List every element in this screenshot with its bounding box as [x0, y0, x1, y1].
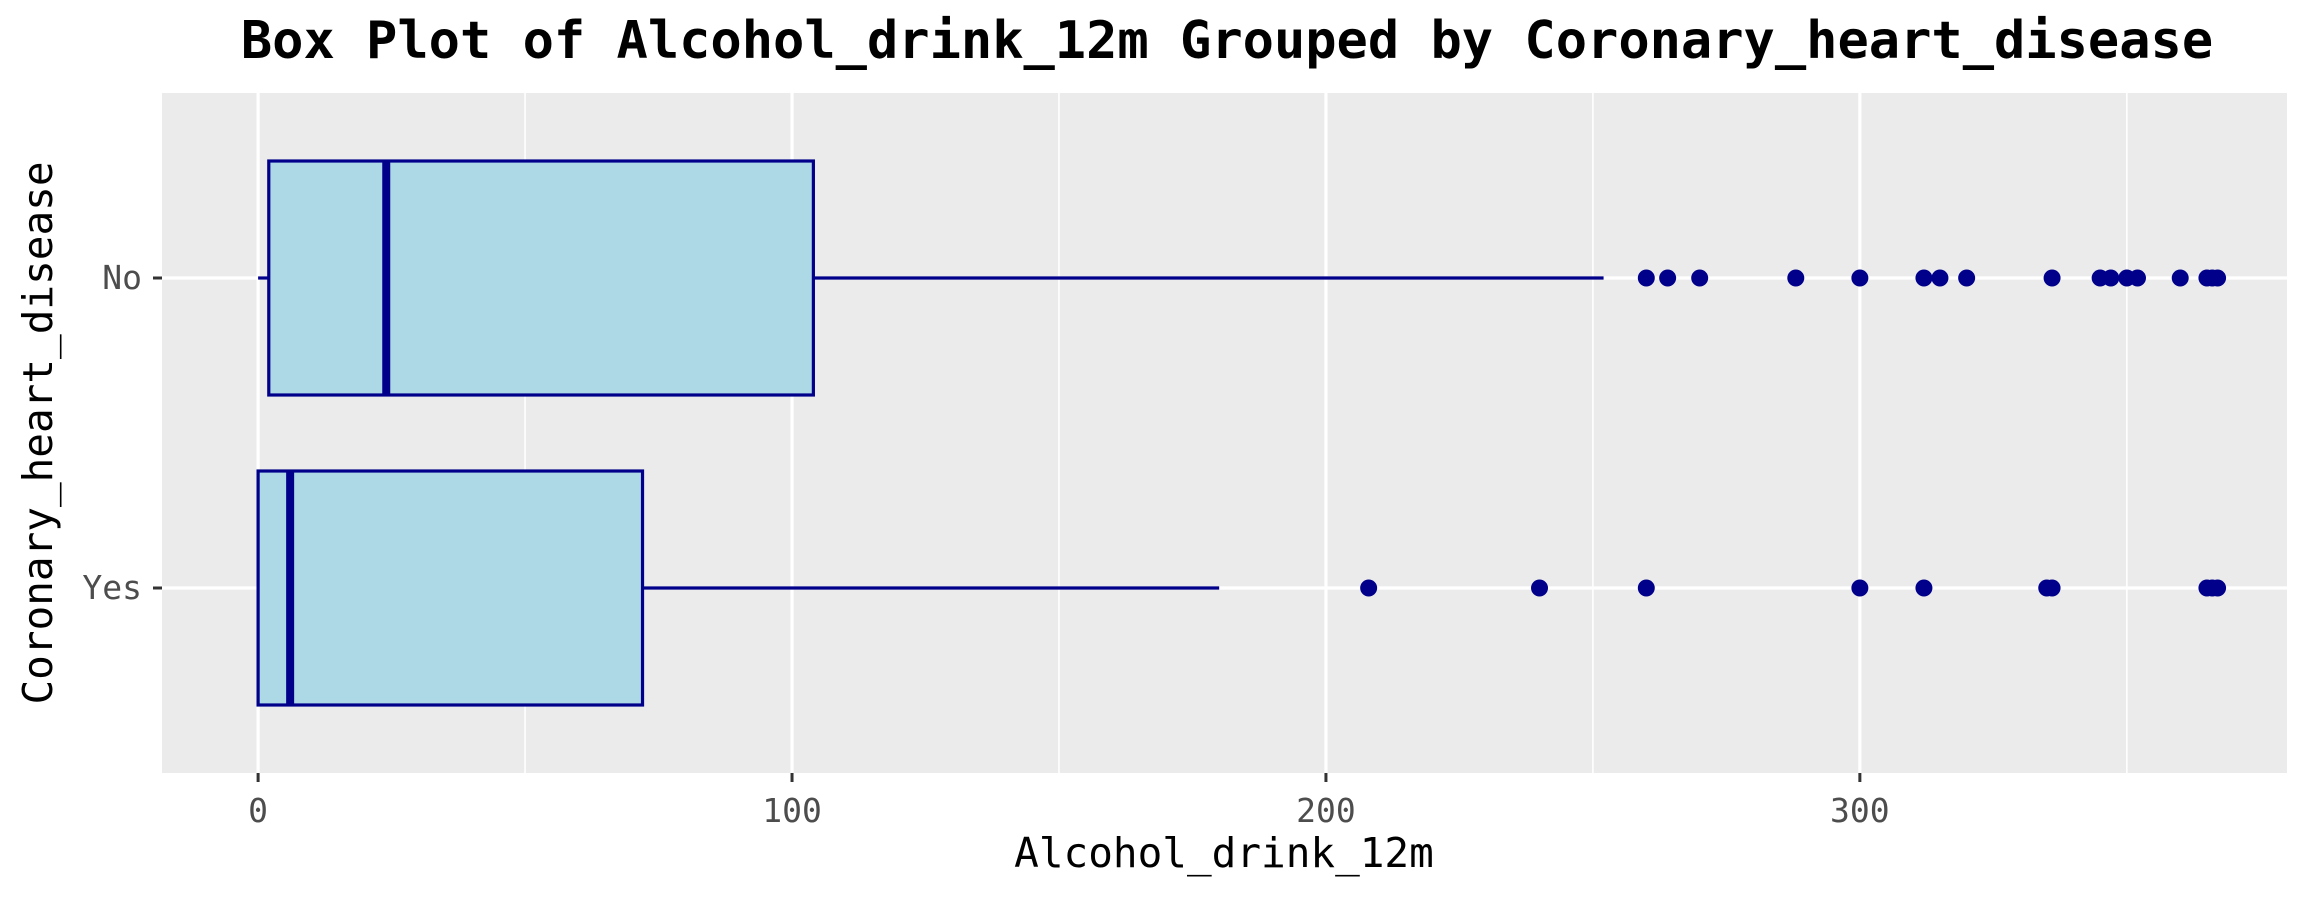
- outlier-point: [1915, 579, 1933, 597]
- y-tick-label: Yes: [82, 568, 142, 607]
- outlier-point: [2102, 269, 2120, 287]
- box-yes: [256, 469, 2227, 707]
- x-tick-label: 300: [1830, 791, 1890, 830]
- outlier-point: [2129, 269, 2147, 287]
- interquartile-box: [256, 469, 645, 707]
- y-axis-title: Coronary_heart_disease: [14, 161, 62, 704]
- outlier-point: [2209, 579, 2227, 597]
- outlier-point: [1958, 269, 1976, 287]
- interquartile-box: [267, 159, 815, 397]
- outlier-point: [1531, 579, 1549, 597]
- y-tick-label: No: [102, 258, 142, 297]
- outlier-point: [2043, 579, 2061, 597]
- outlier-point: [1851, 579, 1869, 597]
- outlier-point: [2171, 269, 2189, 287]
- outlier-point: [1360, 579, 1378, 597]
- boxes: [256, 159, 2227, 707]
- outlier-point: [1915, 269, 1933, 287]
- outlier-point: [1787, 269, 1805, 287]
- x-axis-title: Alcohol_drink_12m: [1014, 829, 1434, 877]
- outlier-point: [1691, 269, 1709, 287]
- outlier-point: [1637, 269, 1655, 287]
- outlier-point: [1659, 269, 1677, 287]
- box-no: [258, 159, 2227, 397]
- outlier-point: [2043, 269, 2061, 287]
- x-tick-label: 200: [1296, 791, 1356, 830]
- x-tick-label: 100: [762, 791, 822, 830]
- outlier-point: [1851, 269, 1869, 287]
- outlier-point: [1637, 579, 1655, 597]
- outlier-point: [2209, 269, 2227, 287]
- outlier-point: [1931, 269, 1949, 287]
- chart-title: Box Plot of Alcohol_drink_12m Grouped by…: [241, 11, 2213, 71]
- x-tick-label: 0: [248, 791, 268, 830]
- axes: 0 100 200 300 No Yes: [82, 258, 1889, 830]
